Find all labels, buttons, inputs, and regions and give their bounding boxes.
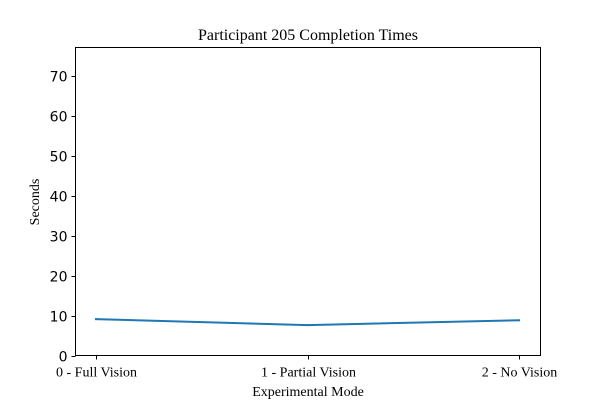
chart-title: Participant 205 Completion Times — [198, 27, 418, 44]
y-tick-label: 30 — [50, 230, 68, 246]
x-tick-label: 2 - No Vision — [482, 366, 558, 381]
y-tick-label: 50 — [50, 150, 68, 166]
y-tick-label: 60 — [50, 110, 68, 126]
data-point — [306, 324, 309, 327]
data-point — [518, 319, 520, 322]
y-tick-label: 40 — [50, 190, 68, 206]
x-tick-label: 1 - Partial Vision — [261, 366, 356, 381]
y-axis: 0 10 20 30 40 50 60 70 — [50, 70, 76, 366]
series-group — [94, 318, 521, 327]
plot-frame — [75, 47, 541, 356]
x-tick-label: 0 - Full Vision — [56, 366, 137, 381]
y-tick-label: 0 — [59, 350, 68, 366]
x-axis: 0 - Full Vision 1 - Partial Vision 2 - No … — [56, 355, 558, 381]
x-axis-label: Experimental Mode — [252, 385, 364, 400]
y-axis-label: Seconds — [28, 179, 43, 226]
y-tick-label: 70 — [50, 70, 68, 86]
data-point — [95, 318, 97, 321]
y-tick-label: 10 — [50, 310, 68, 326]
y-tick-label: 20 — [50, 270, 68, 286]
